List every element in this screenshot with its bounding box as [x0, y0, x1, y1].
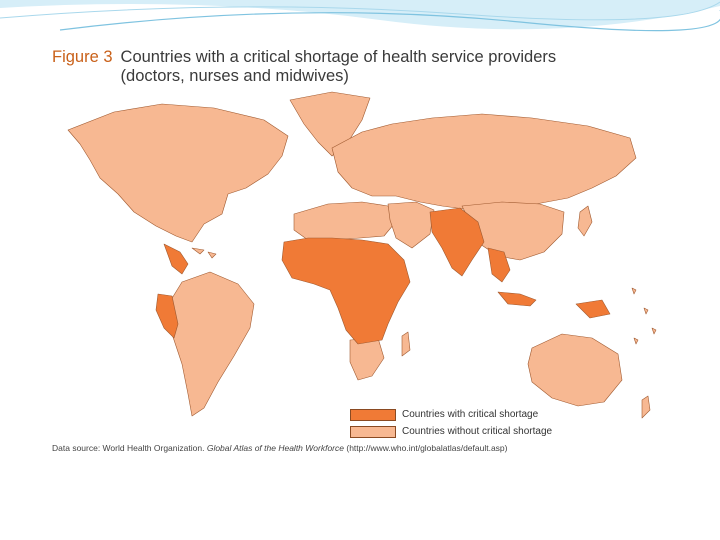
- southern-africa-region: [349, 337, 385, 381]
- legend-swatch-critical: [350, 408, 396, 421]
- figure-panel: Figure 3 Countries with a critical short…: [32, 38, 682, 458]
- middle-east-region: [387, 201, 435, 249]
- southeast-asia-critical-region: [487, 247, 511, 283]
- south-america-region: [165, 271, 255, 417]
- figure-title: Countries with a critical shortage of he…: [121, 48, 557, 86]
- png-critical-region: [575, 299, 611, 319]
- south-asia-critical-region: [429, 207, 485, 277]
- caribbean-region: [191, 247, 217, 259]
- figure-heading: Figure 3 Countries with a critical short…: [52, 48, 556, 86]
- figure-title-line2: (doctors, nurses and midwives): [120, 67, 349, 85]
- data-source-note: Data source: World Health Organization. …: [52, 443, 508, 453]
- pacific-islands-region: [631, 287, 657, 345]
- map-legend: Countries with critical shortage Countri…: [350, 406, 552, 440]
- world-map: [67, 91, 657, 419]
- legend-item-critical: Countries with critical shortage: [350, 406, 552, 423]
- eurasia-north-region: [331, 113, 637, 211]
- madagascar-region: [401, 331, 411, 357]
- north-africa-region: [293, 201, 395, 241]
- north-america-region: [67, 103, 289, 243]
- australia-region: [527, 333, 623, 407]
- legend-item-non-critical: Countries without critical shortage: [350, 423, 552, 440]
- slide-decoration: [0, 0, 720, 32]
- legend-label-non-critical: Countries without critical shortage: [402, 426, 553, 437]
- legend-swatch-non-critical: [350, 425, 396, 438]
- source-prefix: Data source: World Health Organization.: [52, 443, 205, 453]
- source-url: (http://www.who.int/globalatlas/default.…: [346, 443, 508, 453]
- source-publication: Global Atlas of the Health Workforce: [206, 443, 344, 453]
- new-zealand-region: [641, 395, 651, 419]
- subsaharan-africa-critical-region: [281, 237, 411, 345]
- central-america-critical-region: [163, 243, 189, 275]
- legend-label-critical: Countries with critical shortage: [402, 409, 539, 420]
- indonesia-critical-region: [497, 291, 537, 307]
- figure-label: Figure 3: [52, 48, 113, 66]
- japan-region: [577, 205, 593, 237]
- andean-critical-region: [155, 293, 179, 339]
- figure-title-line1: Countries with a critical shortage of he…: [120, 48, 557, 66]
